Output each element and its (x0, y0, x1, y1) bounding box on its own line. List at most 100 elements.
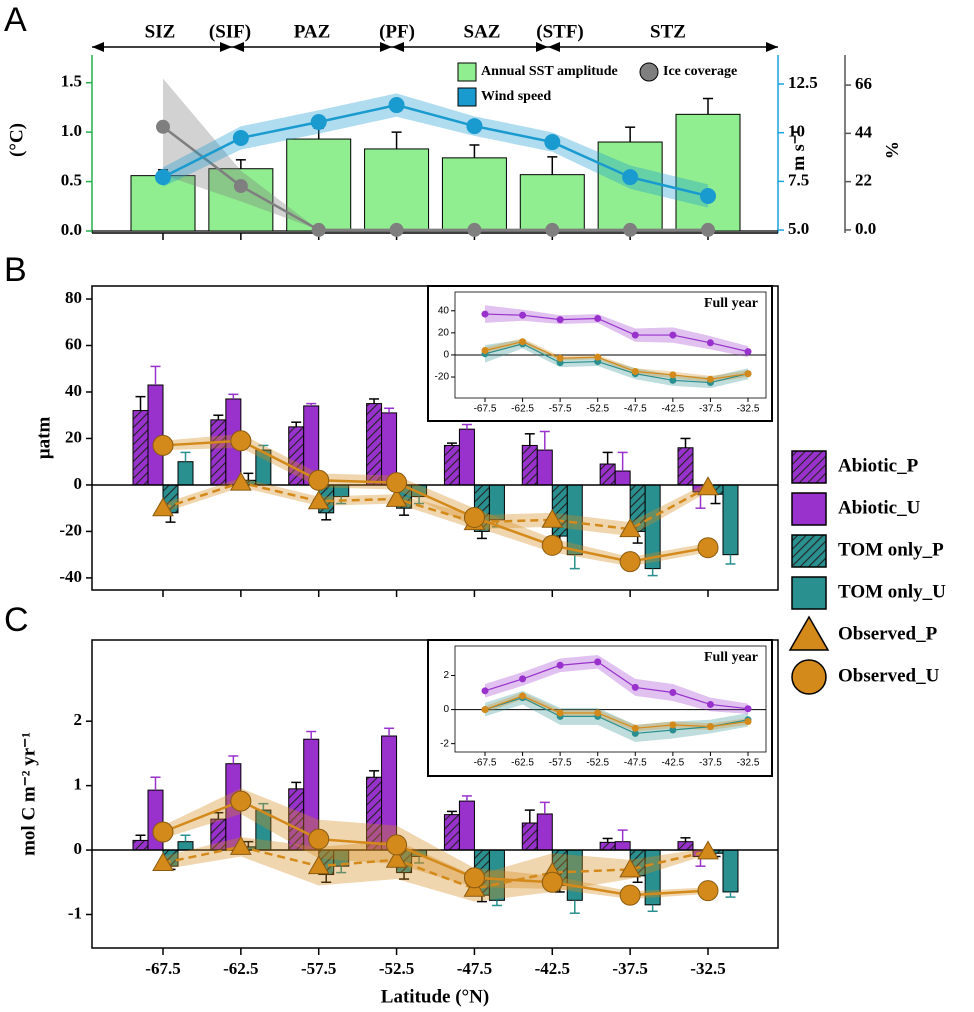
bar (147, 384, 164, 486)
y-tick-label: 66 (855, 74, 872, 93)
y-tick-label: 0 (74, 474, 83, 493)
triangle-marker (152, 851, 174, 871)
arrow-head (392, 42, 404, 52)
bar (599, 463, 616, 486)
circle-marker (544, 134, 561, 151)
inset-x-tick-label: -42.5 (661, 404, 684, 415)
inset-marker (481, 687, 489, 695)
spread-band (485, 655, 748, 714)
series-line (162, 481, 709, 531)
error-bar (524, 433, 535, 446)
arrow-head (380, 42, 392, 52)
inset-x-tick-label: -37.5 (699, 758, 722, 769)
circle-marker (232, 129, 249, 146)
inset-marker (744, 348, 752, 356)
error-bar (461, 795, 472, 802)
legend-swatch (457, 62, 477, 82)
series-line (484, 341, 749, 380)
zone-label: PAZ (294, 21, 331, 42)
bar (722, 849, 739, 893)
x-axis-label: Latitude (°N) (381, 986, 489, 1007)
legend-label: Wind speed (481, 89, 551, 104)
y-tick-label: 20 (65, 427, 82, 446)
legend-label: Observed_P (838, 623, 938, 644)
inset-y-tick-label: -2 (440, 738, 449, 749)
bar (132, 410, 149, 486)
inset-x-tick-label: -57.5 (549, 758, 572, 769)
inset-marker (519, 311, 527, 319)
error-bar (235, 159, 246, 169)
series-line (162, 439, 709, 563)
y-tick-label: 1 (74, 775, 83, 794)
inset-y-tick-label: 20 (438, 327, 450, 338)
circle-marker (623, 222, 638, 237)
error-bar (384, 407, 395, 413)
inset-marker (744, 705, 752, 713)
error-bar (602, 451, 613, 465)
inset-y-tick-label: 2 (443, 670, 449, 681)
error-bar (414, 496, 425, 505)
error-bar (491, 900, 502, 907)
triangle-marker (307, 490, 330, 510)
triangle-marker (229, 471, 252, 491)
y-tick-label: 0.0 (855, 219, 876, 238)
legend-swatch (791, 492, 827, 526)
legend-swatch (639, 62, 659, 82)
series-line (484, 661, 749, 710)
error-bar (710, 494, 721, 505)
inset-marker (481, 347, 489, 355)
error-bar (524, 809, 535, 823)
y-tick-label: 0.5 (61, 170, 82, 189)
bar (177, 461, 194, 486)
bar (614, 470, 631, 486)
inset-x-tick-label: -57.5 (549, 404, 572, 415)
inset-marker (631, 368, 639, 375)
inset-x-tick-label: -52.5 (586, 404, 609, 415)
bar (132, 839, 149, 851)
y-tick-label: 0.0 (61, 220, 82, 239)
error-bar (369, 398, 380, 404)
triangle-marker (385, 848, 408, 868)
error-bar (243, 840, 254, 847)
inset-marker (669, 721, 677, 729)
series-line (484, 695, 749, 729)
triangle-marker (619, 858, 642, 878)
error-bar (399, 872, 410, 880)
inset-x-tick-label: -37.5 (699, 404, 722, 415)
circle-marker (622, 169, 639, 186)
series-line (484, 313, 749, 353)
circle-marker (545, 222, 560, 237)
inset-marker (706, 375, 714, 383)
triangle-marker (385, 487, 408, 507)
series-line (484, 343, 749, 384)
inset-marker (594, 709, 602, 717)
inset-marker (631, 683, 639, 691)
circle-marker (155, 169, 171, 186)
inset-marker (556, 316, 564, 324)
error-bar (725, 891, 736, 898)
bar (521, 822, 538, 851)
series-line (162, 125, 708, 232)
inset-marker (556, 354, 564, 362)
x-tick-label: -32.5 (690, 959, 725, 978)
error-bar (539, 430, 550, 451)
inset-x-tick-label: -62.5 (511, 758, 534, 769)
error-bar (469, 144, 480, 158)
x-tick-label: -67.5 (145, 959, 180, 978)
inset-marker (631, 724, 639, 732)
y-tick-label: 0 (74, 839, 83, 858)
y-tick-label: 12.5 (788, 73, 818, 92)
circle-marker (308, 469, 330, 491)
circle-marker (697, 537, 719, 559)
bar (597, 141, 663, 232)
error-bar (446, 810, 457, 815)
error-bar (391, 131, 402, 149)
series-line (162, 103, 709, 198)
inset-x-tick-label: -47.5 (624, 404, 647, 415)
circle-marker (310, 113, 327, 130)
inset-marker (744, 717, 752, 725)
inset-y-tick-label: 0 (443, 704, 449, 715)
error-bar (291, 421, 302, 427)
y3-axis-label: % (882, 141, 902, 159)
